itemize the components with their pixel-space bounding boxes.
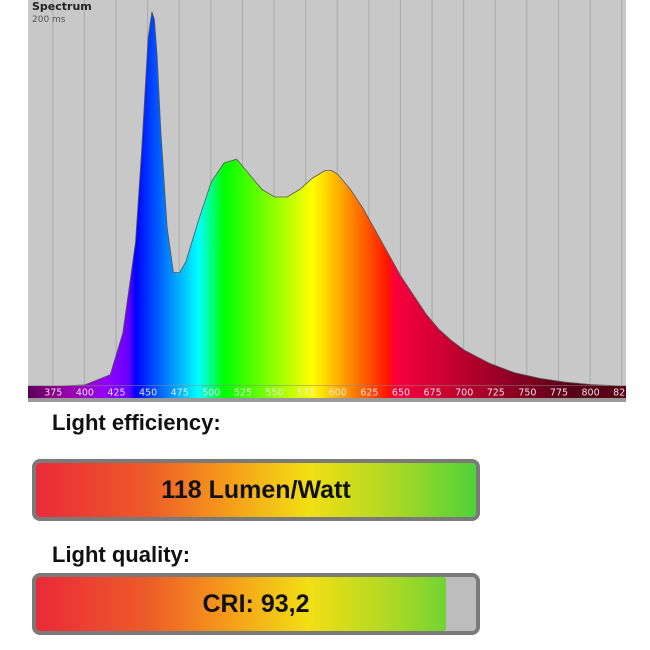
efficiency-meter-fill [36,463,476,517]
x-tick-label: 525 [234,388,252,399]
x-tick-label: 825 [613,388,626,399]
efficiency-meter: 118 Lumen/Watt [32,459,480,521]
x-tick-label: 450 [139,388,157,399]
x-tick-label: 425 [107,388,125,399]
wavelength-color-band [28,386,626,398]
x-tick-label: 775 [550,388,568,399]
x-tick-label: 650 [392,388,410,399]
x-tick-label: 750 [518,388,536,399]
spectrum-area [59,11,623,387]
x-tick-label: 675 [424,388,442,399]
x-tick-label: 475 [171,388,189,399]
quality-meter: CRI: 93,2 [32,573,480,635]
x-tick-label: 800 [582,388,600,399]
x-tick-label: 625 [360,388,378,399]
x-tick-label: 575 [297,388,315,399]
x-tick-label: 375 [44,388,62,399]
chart-subtitle: 200 ms [32,15,66,25]
x-tick-label: 600 [329,388,347,399]
x-tick-label: 700 [455,388,473,399]
spectrum-chart: 375 400 425 450 475 500 525 550 575 600 625 650 675 7… [28,0,626,402]
quality-meter-fill [36,577,447,631]
efficiency-value: 118 Lumen/Watt [161,475,351,504]
chart-title: Spectrum [32,0,92,13]
x-tick-label: 725 [487,388,505,399]
spectrum-svg: 375 400 425 450 475 500 525 550 575 600 625 650 675 7… [28,0,626,402]
x-tick-label: 500 [202,388,220,399]
x-tick-label: 400 [76,388,94,399]
x-tick-label: 550 [265,388,283,399]
light-quality-label: Light quality: [52,542,191,567]
quality-value: CRI: 93,2 [202,589,310,618]
light-efficiency-label: Light efficiency: [52,410,221,435]
